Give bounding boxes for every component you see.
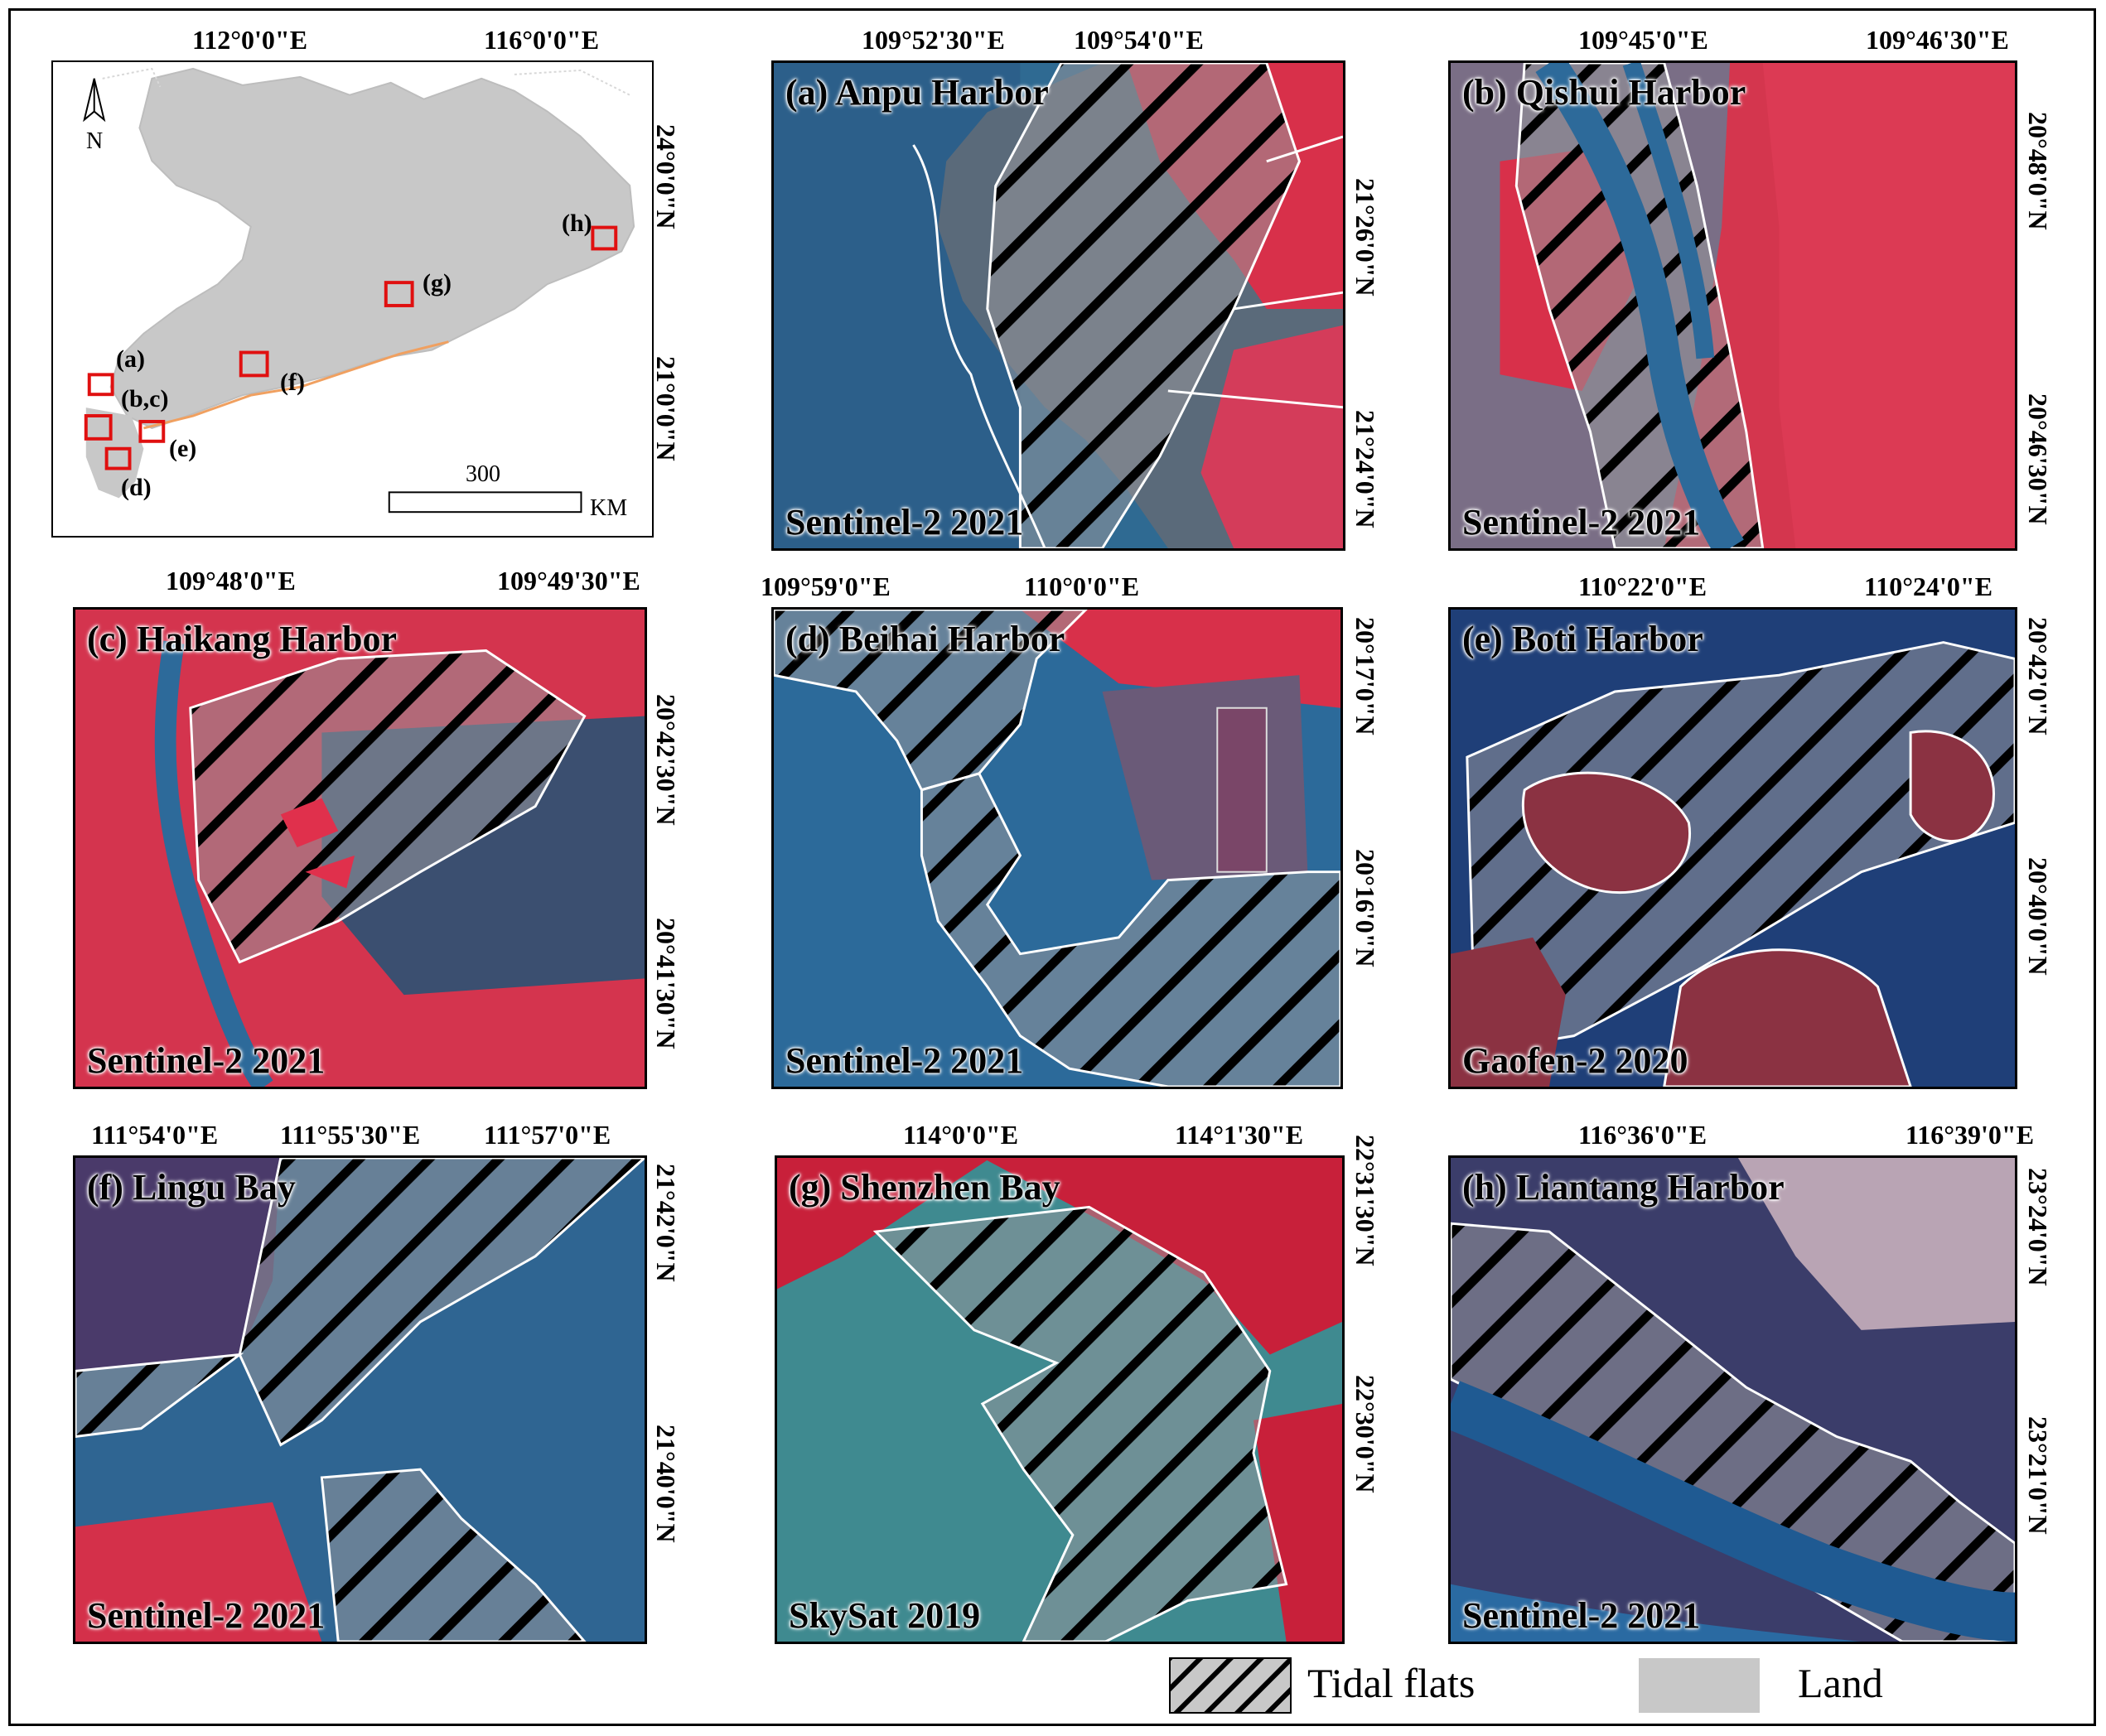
- panel-e-sensor: Gaofen-2 2020: [1462, 1040, 1688, 1081]
- panel-h-image: [1451, 1158, 2015, 1642]
- panel-f-title: (f) Lingu Bay: [87, 1167, 296, 1208]
- panel-g-shenzhen-bay: (g) Shenzhen Bay SkySat 2019: [775, 1155, 1345, 1644]
- panel-a-anpu-harbor: (a) Anpu Harbor Sentinel-2 2021: [771, 60, 1345, 551]
- panel-f-top-coord-3: 111°57'0"E: [484, 1120, 611, 1150]
- site-box-a: [87, 373, 114, 397]
- panel-c-top-coord-1: 109°48'0"E: [166, 566, 296, 596]
- panel-a-sensor: Sentinel-2 2021: [785, 502, 1024, 542]
- panel-d-right-coord-2: 20°16'0"N: [1350, 849, 1380, 967]
- panel-h-top-coord-2: 116°39'0"E: [1906, 1120, 2035, 1150]
- figure-frame: [8, 8, 2096, 1726]
- panel-h-right-coord-2: 23°21'0"N: [2023, 1416, 2053, 1535]
- site-box-f: [239, 350, 269, 378]
- panel-b-right-coord-1: 20°48'0"N: [2023, 112, 2053, 230]
- panel-c-right-coord-1: 20°42'30"N: [651, 694, 681, 826]
- panel-e-top-coord-1: 110°22'0"E: [1578, 571, 1708, 601]
- panel-d-top-coord-1: 109°59'0"E: [761, 571, 891, 601]
- panel-e-top-coord-2: 110°24'0"E: [1864, 571, 1993, 601]
- site-label-g: (g): [423, 269, 452, 297]
- panel-b-title: (b) Qishui Harbor: [1462, 72, 1746, 113]
- panel-g-image: [777, 1158, 1342, 1642]
- overview-right-coord-1: 24°0'0"N: [651, 124, 681, 229]
- panel-a-top-coord-1: 109°52'30"E: [862, 25, 1005, 55]
- panel-c-image: [75, 610, 645, 1087]
- panel-f-image: [75, 1158, 645, 1642]
- north-arrow: [83, 78, 106, 123]
- site-box-d: [104, 446, 132, 470]
- legend-swatch-land: [1639, 1658, 1760, 1713]
- panel-e-right-coord-1: 20°42'0"N: [2023, 617, 2053, 735]
- scale-bar: [388, 491, 582, 514]
- panel-b-qishui-harbor: (b) Qishui Harbor Sentinel-2 2021: [1448, 60, 2017, 551]
- panel-g-top-coord-2: 114°1'30"E: [1175, 1120, 1304, 1150]
- panel-d-image: [774, 610, 1340, 1087]
- panel-g-right-coord-2: 22°30'0"N: [1350, 1375, 1380, 1493]
- panel-h-right-coord-1: 23°24'0"N: [2023, 1168, 2053, 1286]
- site-label-bc: (b,c): [121, 385, 169, 412]
- panel-c-title: (c) Haikang Harbor: [87, 619, 397, 659]
- panel-h-top-coord-1: 116°36'0"E: [1578, 1120, 1708, 1150]
- panel-a-image: [774, 63, 1343, 548]
- panel-a-right-coord-2: 21°24'0"N: [1350, 410, 1380, 528]
- legend-label-tidal-flats: Tidal flats: [1307, 1660, 1476, 1706]
- panel-c-top-coord-2: 109°49'30"E: [497, 566, 640, 596]
- panel-h-liantang-harbor: (h) Liantang Harbor Sentinel-2 2021: [1448, 1155, 2017, 1644]
- panel-e-image: [1451, 610, 2015, 1087]
- panel-a-title: (a) Anpu Harbor: [785, 72, 1049, 113]
- panel-h-sensor: Sentinel-2 2021: [1462, 1595, 1701, 1636]
- site-label-f: (f): [280, 369, 305, 396]
- panel-e-boti-harbor: (e) Boti Harbor Gaofen-2 2020: [1448, 607, 2017, 1089]
- site-box-h: [591, 225, 618, 251]
- site-box-g: [384, 281, 414, 307]
- panel-f-right-coord-2: 21°40'0"N: [651, 1425, 681, 1543]
- panel-f-top-coord-2: 111°55'30"E: [280, 1120, 421, 1150]
- panel-d-top-coord-2: 110°0'0"E: [1024, 571, 1140, 601]
- panel-f-sensor: Sentinel-2 2021: [87, 1595, 326, 1636]
- legend-label-land: Land: [1798, 1660, 1883, 1706]
- panel-g-right-coord-1: 22°31'30"N: [1350, 1135, 1380, 1266]
- panel-b-sensor: Sentinel-2 2021: [1462, 502, 1701, 542]
- scale-number: 300: [466, 461, 500, 487]
- panel-a-top-coord-2: 109°54'0"E: [1074, 25, 1204, 55]
- overview-right-coord-2: 21°0'0"N: [651, 356, 681, 461]
- panel-g-title: (g) Shenzhen Bay: [789, 1167, 1060, 1208]
- legend-swatch-tidal-flats: [1169, 1657, 1292, 1714]
- overview-top-coord-1: 112°0'0"E: [192, 25, 308, 55]
- panel-c-haikang-harbor: (c) Haikang Harbor Sentinel-2 2021: [73, 607, 647, 1089]
- overview-top-coord-2: 116°0'0"E: [484, 25, 600, 55]
- panel-d-right-coord-1: 20°17'0"N: [1350, 617, 1380, 735]
- site-label-e: (e): [169, 435, 197, 462]
- panel-e-title: (e) Boti Harbor: [1462, 619, 1703, 659]
- panel-f-lingu-bay: (f) Lingu Bay Sentinel-2 2021: [73, 1155, 647, 1644]
- panel-b-image: [1451, 63, 2015, 548]
- panel-g-sensor: SkySat 2019: [789, 1595, 981, 1636]
- panel-c-sensor: Sentinel-2 2021: [87, 1040, 326, 1081]
- panel-f-right-coord-1: 21°42'0"N: [651, 1164, 681, 1282]
- panel-d-sensor: Sentinel-2 2021: [785, 1040, 1024, 1081]
- panel-g-top-coord-1: 114°0'0"E: [903, 1120, 1019, 1150]
- north-label: N: [86, 128, 104, 154]
- panel-f-top-coord-1: 111°54'0"E: [91, 1120, 219, 1150]
- site-box-bc: [84, 414, 113, 441]
- scale-unit: KM: [590, 495, 628, 521]
- panel-b-top-coord-2: 109°46'30"E: [1866, 25, 2009, 55]
- panel-a-right-coord-1: 21°26'0"N: [1350, 178, 1380, 297]
- panel-b-top-coord-1: 109°45'0"E: [1578, 25, 1708, 55]
- site-label-d: (d): [121, 474, 152, 501]
- overview-map-graphic: [53, 62, 652, 536]
- site-label-a: (a): [116, 345, 145, 373]
- site-label-h: (h): [562, 210, 592, 237]
- panel-e-right-coord-2: 20°40'0"N: [2023, 857, 2053, 976]
- panel-h-title: (h) Liantang Harbor: [1462, 1167, 1785, 1208]
- overview-map: N (a) (b,c) (d) (e) (f) (g) (h) 300 KM: [51, 60, 654, 538]
- panel-b-right-coord-2: 20°46'30"N: [2023, 393, 2053, 525]
- site-box-e: [138, 419, 166, 443]
- panel-d-beihai-harbor: (d) Beihai Harbor Sentinel-2 2021: [771, 607, 1343, 1089]
- panel-d-title: (d) Beihai Harbor: [785, 619, 1065, 659]
- panel-c-right-coord-2: 20°41'30"N: [651, 918, 681, 1049]
